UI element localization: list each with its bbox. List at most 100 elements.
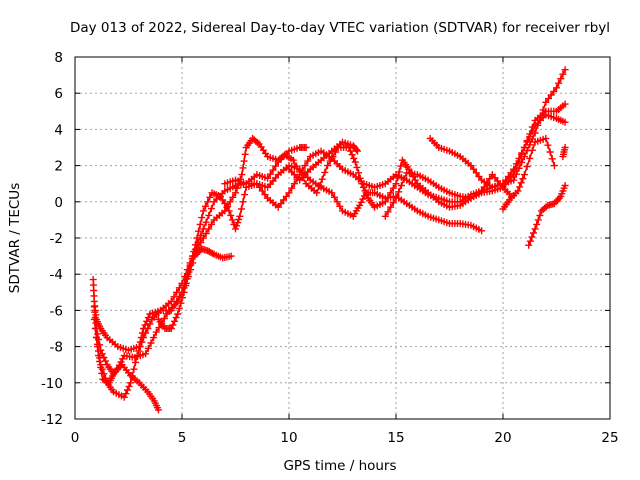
data-point <box>534 216 542 224</box>
data-point <box>142 350 150 358</box>
data-point <box>519 175 527 183</box>
data-point <box>173 297 181 305</box>
x-tick-label: 5 <box>178 430 187 446</box>
data-point <box>550 87 558 95</box>
data-point <box>561 66 569 74</box>
data-point <box>120 393 128 401</box>
y-tick-label: 0 <box>54 195 63 211</box>
data-point <box>542 98 550 106</box>
data-series <box>89 66 569 414</box>
chart-title: Day 013 of 2022, Sidereal Day-to-day VTE… <box>70 20 610 36</box>
data-point <box>144 344 152 352</box>
data-point <box>486 175 494 183</box>
data-point <box>520 171 528 179</box>
data-point <box>352 146 360 154</box>
data-point <box>233 222 241 230</box>
data-point <box>227 252 235 260</box>
data-point <box>238 171 246 179</box>
data-point <box>133 352 141 360</box>
x-tick-label: 20 <box>494 430 511 446</box>
data-point <box>193 234 201 242</box>
data-point <box>175 305 183 313</box>
data-point <box>272 162 280 170</box>
x-tick-label: 25 <box>601 430 618 446</box>
data-point <box>147 339 155 347</box>
data-point <box>183 275 191 283</box>
data-point <box>534 121 542 129</box>
data-point <box>516 183 524 191</box>
data-point <box>389 184 397 192</box>
data-point <box>239 164 247 172</box>
data-point <box>172 314 180 322</box>
data-point <box>223 203 231 211</box>
data-point <box>313 189 321 197</box>
data-point <box>392 194 400 202</box>
data-point <box>285 189 293 197</box>
data-point <box>144 325 152 332</box>
data-point <box>226 198 234 206</box>
data-point <box>531 225 539 233</box>
y-tick-label: 6 <box>54 86 63 102</box>
data-point <box>533 220 541 228</box>
data-point <box>202 218 210 226</box>
data-point <box>547 91 555 99</box>
data-point <box>360 192 368 200</box>
data-point <box>91 325 99 332</box>
data-point <box>561 182 569 189</box>
data-point <box>280 196 288 204</box>
data-point <box>530 229 537 237</box>
data-point <box>235 215 243 223</box>
data-point <box>175 293 183 301</box>
data-point <box>520 153 528 161</box>
data-point <box>202 202 209 210</box>
data-point <box>237 205 245 213</box>
data-point <box>228 216 236 224</box>
data-point <box>397 182 405 189</box>
data-point <box>234 219 242 227</box>
plot-frame <box>74 56 611 420</box>
y-tick-label: -4 <box>50 267 63 283</box>
data-point <box>328 189 336 197</box>
data-point <box>528 146 536 154</box>
data-point <box>94 330 101 338</box>
data-point <box>209 249 216 257</box>
data-point <box>169 321 177 329</box>
series-s12 <box>559 144 569 161</box>
data-point <box>536 114 544 122</box>
data-point <box>264 174 272 182</box>
data-point <box>397 162 405 170</box>
data-point <box>333 198 341 206</box>
data-point <box>152 328 160 336</box>
data-point <box>190 248 198 256</box>
data-point <box>207 220 215 228</box>
x-tick-label: 10 <box>280 430 297 446</box>
data-point <box>167 325 175 332</box>
data-point <box>102 374 109 382</box>
series-s7 <box>285 138 361 184</box>
data-point <box>171 317 178 325</box>
y-tick-label: 4 <box>54 122 63 138</box>
series-line <box>157 164 483 330</box>
data-point <box>544 141 552 149</box>
data-point <box>510 176 518 184</box>
data-point <box>526 141 534 149</box>
data-point <box>561 100 569 108</box>
data-point <box>123 386 131 394</box>
data-point <box>518 158 526 166</box>
data-point <box>177 299 185 307</box>
data-point <box>261 191 269 199</box>
x-tick-label: 0 <box>71 430 80 446</box>
series-s4 <box>92 111 569 401</box>
data-point <box>206 193 214 201</box>
series-s11 <box>525 182 569 249</box>
data-point <box>150 334 158 342</box>
data-point <box>274 203 282 211</box>
data-point <box>197 232 205 240</box>
data-point <box>289 156 297 164</box>
data-point <box>232 225 239 233</box>
data-point <box>155 324 163 332</box>
data-point <box>122 390 130 398</box>
y-tick-label: -6 <box>50 303 63 319</box>
series-s6 <box>221 144 310 188</box>
data-point <box>525 241 533 249</box>
